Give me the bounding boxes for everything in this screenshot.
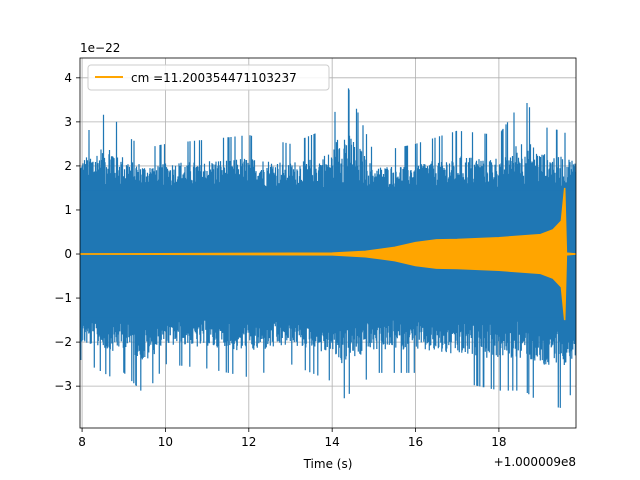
x-tick-label: 14 [325, 435, 340, 449]
x-tick-label: 12 [241, 435, 256, 449]
x-offset-text: +1.000009e8 [494, 455, 576, 469]
legend: cm =11.200354471103237 [87, 64, 330, 91]
x-tick-label: 18 [491, 435, 506, 449]
y-tick-label: −1 [54, 291, 72, 305]
x-tick-label: 8 [78, 435, 86, 449]
legend-entry: cm =11.200354471103237 [131, 71, 297, 85]
y-tick-label: −2 [54, 335, 72, 349]
y-offset-text: 1e−22 [80, 41, 120, 55]
y-tick-label: 2 [64, 159, 72, 173]
legend-frame [87, 64, 330, 91]
y-tick-label: 4 [64, 71, 72, 85]
axes-frame [79, 57, 577, 429]
y-tick-label: 0 [64, 247, 72, 261]
y-tick-label: 3 [64, 115, 72, 129]
x-tick-label: 16 [408, 435, 423, 449]
y-tick-label: −3 [54, 379, 72, 393]
data-layer [80, 88, 576, 408]
x-tick-label: 10 [158, 435, 173, 449]
y-tick-label: 1 [64, 203, 72, 217]
x-axis-label: Time (s) [303, 457, 353, 471]
